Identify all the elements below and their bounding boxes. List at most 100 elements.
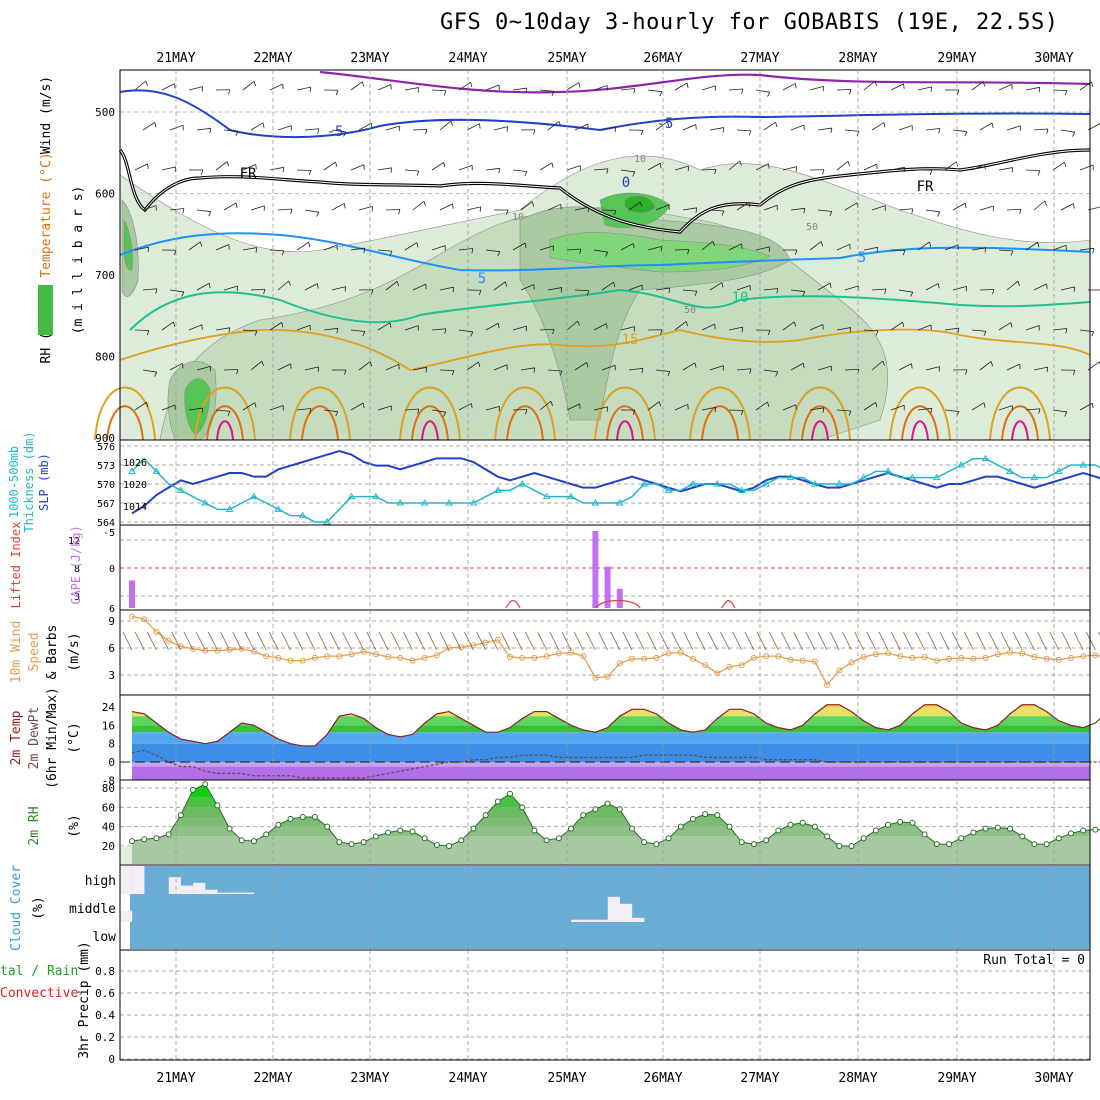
wind-speed-point [129,613,135,620]
wind-barb-10m [878,631,889,651]
wind-barb-10m [598,631,608,651]
wind-barb [755,163,769,171]
temp-contour [119,232,1091,272]
wind-barb [736,285,751,291]
rh-point [628,825,635,832]
wind-barb [161,166,176,171]
wind-barb [647,162,661,171]
wind-barb-flag [451,370,455,376]
wind-barb-flag [1046,128,1049,134]
rh-point [897,818,904,825]
precip-unit: 3hr Precip (mm) [77,941,92,1058]
wind-barb [890,83,904,91]
wind-barb [1033,366,1048,371]
wind-barb [323,244,338,251]
temp-band [132,732,1090,744]
freezing-level-inner [119,149,1091,233]
wind-barb [790,207,805,211]
wind-barb [350,329,365,332]
wind-barb-flag [722,127,725,133]
wind-barb-10m [586,631,596,651]
thickness-point [664,486,673,493]
wind-barb-10m [147,631,157,651]
cloud-level-label: middle [69,902,116,917]
wind-barb-flag [957,89,960,95]
wind-barb [674,403,688,411]
wind-barb-flag [317,283,319,289]
wind-barb [196,282,210,291]
wind-speed-point [872,651,879,658]
wind-barb-10m [1073,631,1084,651]
wind-barb [952,129,967,133]
wind-barb [466,206,481,211]
wind-barb [323,327,338,331]
wind-barb-10m [829,631,840,651]
wind-barb [520,284,535,291]
temp-contour-25 [421,420,439,441]
thickness-point [1054,467,1063,474]
wind-barb [917,241,930,251]
wind-barb-10m [525,631,535,651]
wind-barb-10m [256,631,267,651]
wind-barb [1033,283,1047,291]
wind-barb-10m [927,631,938,651]
temp-unit: (°C) [67,722,82,753]
wind-barb [142,205,157,211]
wind-barb-flag [712,241,715,247]
wind-barb [971,81,984,91]
wind-barb [736,368,751,371]
wind-barb [242,163,256,171]
wind-speed-point [153,628,160,635]
rh-point [226,825,233,832]
thickness-point [932,473,941,481]
wind-barb-flag [551,91,555,96]
wind-barb [917,86,932,91]
wind-speed-point [507,654,514,660]
wind-barb-flag [1091,331,1095,337]
wind-barb-flag [470,331,474,337]
wind-barb [512,87,527,91]
wind-barb [701,406,716,411]
wind-barb [971,164,986,171]
wind-barb-flag [687,249,690,255]
thickness-point [128,467,136,474]
wind-barb [512,242,526,251]
rh-point [287,815,294,822]
wind-barb [223,129,238,132]
wind-barb [269,249,285,252]
wind-barb-flag [938,128,941,134]
wind-speed-point [214,647,221,654]
wind-barb [385,363,399,371]
rh-point [1080,827,1087,834]
wind-barb [431,409,446,413]
wind-barb-flag [875,402,878,408]
rh-point [616,806,623,813]
wind-barb [215,409,230,412]
wind-barb [952,285,967,291]
wind-barb-flag [964,203,967,209]
wind-barb-flag [209,128,212,134]
wind-barb-flag [659,163,662,169]
wind-speed-point [324,653,331,660]
wind-barb-10m [610,631,621,651]
wind-barb [296,241,309,251]
wind-barb [323,409,338,413]
wind-barb [431,245,446,251]
temp-band [132,762,1090,767]
wind-barb-10m [647,631,657,651]
wind-barb [331,203,345,211]
wind-barb [1025,169,1041,172]
wind-barb [755,246,770,251]
wind-barb-flag [694,362,697,368]
thickness-point [908,473,917,481]
rh-point [494,798,501,805]
wind-barb [809,241,822,251]
wind-barb [871,122,885,131]
wind-barb-10m [903,631,913,651]
wind-barb-flag [820,241,824,247]
temp-contour-20 [206,405,244,441]
wind-barb [431,328,446,331]
temp-contour-25 [216,420,234,441]
wind-barb-flag [423,201,426,207]
